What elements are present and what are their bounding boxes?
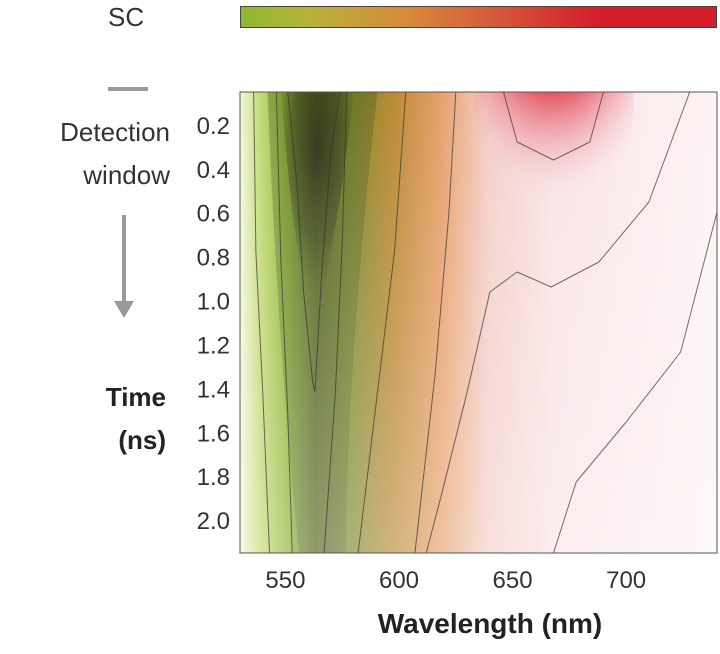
contour-line-5: [414, 92, 457, 553]
x-tick-label: 650: [493, 567, 533, 594]
x-tick-label: 600: [379, 567, 419, 594]
detection-label-line1: Detection: [60, 117, 170, 147]
y-axis-label-line2: (ns): [118, 425, 166, 455]
y-tick-label: 0.2: [197, 113, 230, 140]
y-tick-label: 1.8: [197, 464, 230, 491]
plot-frame: [239, 91, 718, 554]
contour-line-6: [503, 92, 604, 161]
y-tick-label: 1.6: [197, 420, 230, 447]
contour-line-1: [275, 92, 293, 553]
colorbar: [240, 6, 717, 28]
contour-line-0: [253, 92, 271, 553]
y-tick-label: 1.0: [197, 289, 230, 316]
contour-line-7: [425, 92, 691, 553]
contour-line-2: [287, 92, 341, 393]
y-axis-label-line1: Time: [105, 382, 166, 412]
y-tick-label: 1.4: [197, 376, 230, 403]
contour-line-4: [357, 92, 407, 553]
contour-line-8: [552, 211, 717, 553]
y-tick-label: 2.0: [197, 508, 230, 535]
detection-label-line2: window: [83, 160, 170, 190]
y-tick-label: 0.8: [197, 245, 230, 272]
fade-overlay: [240, 92, 717, 553]
colorbar-label: SC: [108, 2, 145, 32]
contour-line-3: [323, 92, 348, 553]
y-tick-label: 0.4: [197, 157, 230, 184]
detection-window-marker: [108, 87, 148, 91]
y-tick-label: 1.2: [197, 332, 230, 359]
x-tick-label: 700: [606, 567, 646, 594]
x-tick-label: 550: [265, 567, 305, 594]
y-tick-label: 0.6: [197, 201, 230, 228]
x-axis-label: Wavelength (nm): [377, 608, 603, 639]
down-arrow-icon: [114, 215, 134, 318]
